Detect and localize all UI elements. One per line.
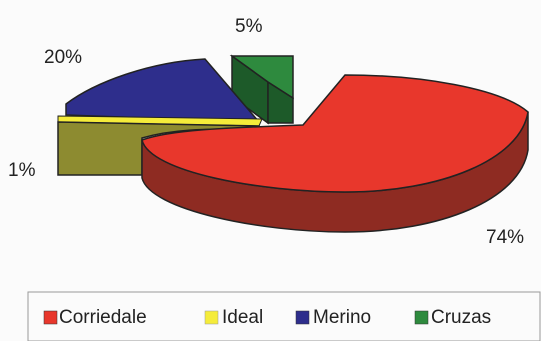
data-labels: 5% 20% 1% 74% — [8, 16, 524, 248]
legend-swatch-cruzas — [414, 310, 429, 325]
legend-item-cruzas: Cruzas — [414, 307, 491, 328]
legend-label-corriedale: Corriedale — [59, 307, 147, 328]
legend-swatch-corriedale — [43, 310, 58, 325]
legend-swatch-merino — [295, 310, 310, 325]
legend-swatch-ideal — [204, 310, 219, 325]
data-label-ideal: 1% — [8, 160, 36, 181]
legend-label-cruzas: Cruzas — [431, 307, 491, 328]
slice-merino-top — [65, 58, 261, 123]
slice-cruzas — [229, 54, 294, 125]
legend-frame — [27, 291, 541, 341]
data-label-cruzas: 5% — [235, 16, 263, 37]
pie-plot — [57, 54, 529, 233]
legend-label-ideal: Ideal — [222, 307, 263, 328]
legend-item-merino: Merino — [295, 307, 371, 328]
slice-corriedale — [141, 74, 529, 233]
legend-item-corriedale: Corriedale — [43, 307, 147, 328]
legend-item-ideal: Ideal — [204, 307, 263, 328]
legend-label-merino: Merino — [313, 307, 371, 328]
slice-merino — [65, 58, 261, 123]
slice-cruzas-top — [229, 55, 294, 100]
data-label-corriedale: 74% — [486, 227, 524, 248]
legend: Corriedale Ideal Merino Cruzas — [27, 291, 541, 341]
slice-corriedale-top — [141, 74, 529, 193]
data-label-merino: 20% — [44, 47, 82, 68]
